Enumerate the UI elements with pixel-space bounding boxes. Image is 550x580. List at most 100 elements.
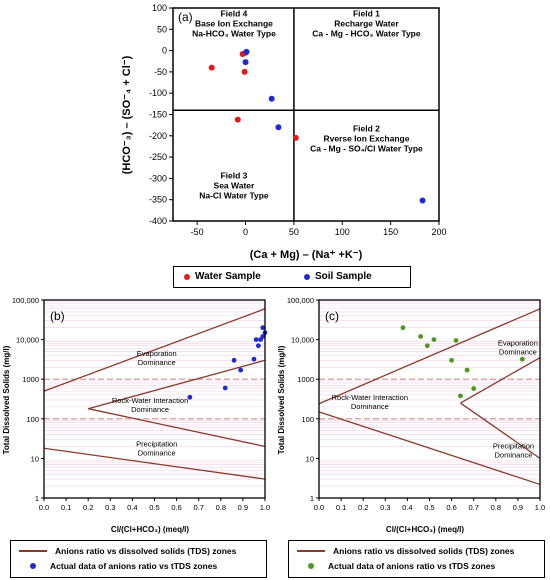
y-tick-label: -50: [154, 67, 167, 77]
data-point: [255, 343, 261, 349]
zone-label: Precipitation Dominance: [493, 441, 534, 459]
legend-b-zones-label: Anions ratio vs dissolved solids (TDS) z…: [55, 546, 237, 556]
zone-boundary-line: [318, 308, 541, 405]
zone-label-line: Evaporation: [498, 339, 538, 348]
field-label-line: Na-Cl Water Type: [199, 190, 269, 200]
zone-label-line: Evaporation: [137, 349, 177, 358]
chart-b-ylabel: Total Dissolved Solids (mg/l): [2, 345, 11, 454]
field-label-line: Field 1: [353, 9, 380, 19]
soil-sample-point: [268, 95, 275, 102]
legend-c-zones: Anions ratio vs dissolved solids (TDS) z…: [297, 546, 514, 556]
water-sample-point: [241, 68, 248, 75]
zone-label: Evaporation Dominance: [498, 339, 538, 357]
legend-c-data-label: Actual data of anions ratio vs tTDS zone…: [328, 561, 496, 571]
legend-b-data-label: Actual data of anions ratio vs tTDS zone…: [50, 561, 218, 571]
zone-line-icon: [19, 550, 47, 552]
water-marker-icon: [184, 273, 190, 280]
field-label-line: Rverse Ion Exchange: [323, 134, 409, 144]
chart-c-ylabel: Total Dissolved Solids (mg/l): [277, 345, 286, 454]
chart-a-xlabel: (Ca + Mg) – (Na⁺ +K⁻): [250, 249, 363, 261]
x-tick-label: 0.9: [238, 503, 248, 512]
field-label-line: Field 4: [220, 9, 247, 19]
field-label-f2: Field 2 Rverse Ion Exchange Ca - Mg - SO₄/…: [310, 124, 423, 154]
y-tick-label: 100: [26, 415, 39, 424]
x-tick-label: 0.7: [193, 503, 203, 512]
legend-c-data: Actual data of anions ratio vs tTDS zone…: [297, 561, 495, 571]
field-label-line: Ca - Mg - HCO₃ Water Type: [312, 29, 421, 39]
zone-label-line: Dominance: [138, 358, 176, 367]
x-tick-label: 0.2: [83, 503, 93, 512]
data-point: [253, 337, 259, 342]
field-label-line: Field 2: [353, 124, 380, 134]
zone-label-line: Dominance: [131, 405, 169, 414]
zone-label-line: Precipitation: [493, 441, 534, 450]
x-tick-label: 0.1: [336, 503, 346, 512]
x-tick-label: 0.5: [424, 503, 434, 512]
data-point: [400, 325, 406, 331]
water-sample-point: [234, 116, 241, 123]
y-tick-label: 100: [301, 415, 314, 424]
soil-sample-point: [243, 48, 250, 55]
zone-label-line: Rock-Water Interaction: [332, 393, 408, 402]
chart-b-xlabel: Cl/(Cl+HCO₃) (meq/l): [111, 525, 189, 534]
y-tick-label: 1000: [22, 375, 39, 384]
zone-label-line: Dominance: [495, 450, 533, 459]
x-tick-label: 0.0: [39, 503, 49, 512]
data-point: [187, 394, 193, 400]
legend-a: Water Sample Soil Sample: [173, 266, 411, 288]
data-point: [222, 385, 228, 391]
x-tick-label: 0.8: [491, 503, 501, 512]
y-tick-label: -100: [149, 88, 167, 98]
legend-b: Anions ratio vs dissolved solids (TDS) z…: [10, 540, 267, 578]
x-tick-label: 0.2: [358, 503, 368, 512]
zone-boundary-line: [43, 447, 266, 480]
water-sample-point: [208, 64, 215, 71]
y-tick-label: 1000: [297, 375, 314, 384]
legend-b-data: Actual data of anions ratio vs tTDS zone…: [19, 561, 217, 571]
x-tick-label: 0.6: [171, 503, 181, 512]
data-point: [519, 356, 525, 362]
zone-label-line: Precipitation: [136, 439, 177, 448]
soil-sample-point: [275, 124, 282, 131]
water-sample-point: [292, 134, 299, 141]
x-tick-label: 1.0: [535, 503, 545, 512]
field-label-line: Field 3: [220, 170, 247, 180]
data-point: [260, 334, 266, 339]
data-point: [453, 338, 459, 343]
zone-label-line: Dominance: [499, 348, 537, 357]
zone-label: Rock-Water Interaction Dominance: [332, 393, 408, 411]
chart-a-panel-label: (a): [178, 10, 193, 24]
soil-marker-icon: [304, 273, 310, 280]
y-tick-label: -150: [149, 110, 167, 120]
legend-item-water: Water Sample: [184, 271, 261, 282]
y-tick-label: -300: [149, 173, 167, 183]
field-label-f1: Field 1 Recharge Water Ca - Mg - HCO₃ Wate…: [312, 9, 421, 39]
zone-label: Precipitation Dominance: [136, 439, 177, 457]
chart-b-panel-label: (b): [50, 309, 65, 323]
zone-boundary-line: [88, 408, 266, 448]
x-tick-label: 150: [383, 227, 398, 237]
zone-boundary-line: [88, 359, 266, 410]
chart-b: 0.0 0.1 0.2 0.3 0.4 0.5 0.6 0.7 0.8 0.9 1.0 100,000…: [2, 296, 270, 534]
field-label-line: Sea Water: [214, 180, 255, 190]
y-tick-label: 100: [152, 3, 167, 13]
chart-a-ylabel: (HCO⁻₃) – (SO⁻₄ + Cl⁻): [121, 55, 133, 174]
x-tick-label: 0.4: [402, 503, 412, 512]
y-tick-label: 100,000: [12, 296, 39, 305]
y-tick-label: 50: [157, 24, 167, 34]
field-label-line: Na-HCO₃ Water Type: [192, 29, 276, 39]
x-tick-label: 0.0: [314, 503, 324, 512]
zone-label: Rock-Water Interaction Dominance: [112, 396, 188, 414]
x-tick-label: 0.6: [446, 503, 456, 512]
soil-sample-point: [419, 197, 426, 204]
x-tick-label: 0.8: [216, 503, 226, 512]
chart-c-frame: [318, 299, 541, 499]
x-tick-label: 100: [335, 227, 350, 237]
y-tick-label: 1: [310, 494, 314, 503]
x-tick-label: 1.0: [260, 503, 270, 512]
data-point: [251, 356, 257, 362]
x-tick-label: 0.9: [513, 503, 523, 512]
zone-label-line: Rock-Water Interaction: [112, 396, 188, 405]
data-point: [231, 357, 237, 363]
field-label-f3: Field 3 Sea Water Na-Cl Water Type: [199, 170, 269, 200]
